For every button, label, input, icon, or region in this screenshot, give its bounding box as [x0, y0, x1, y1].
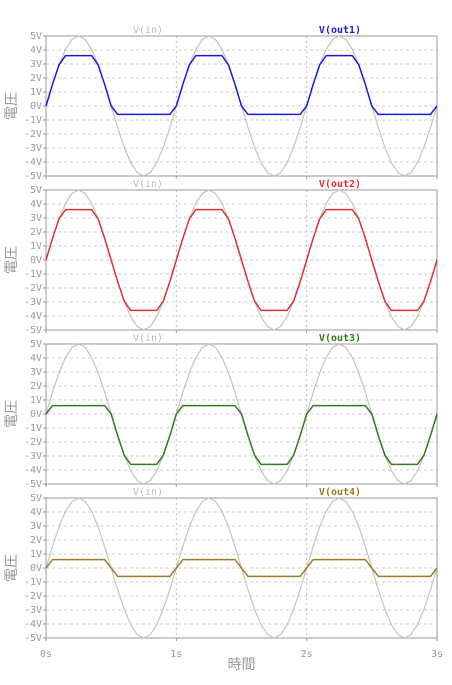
legend-label: V(in) [133, 487, 163, 498]
y-tick-label: 3V [30, 521, 42, 532]
y-tick-label: -4V [24, 465, 42, 476]
y-axis-label: 電圧 [4, 554, 20, 582]
y-tick-label: -3V [24, 297, 42, 308]
y-tick-label: 0V [30, 101, 42, 112]
y-tick-label: -2V [24, 591, 42, 602]
x-tick-label: 2s [301, 649, 313, 660]
y-tick-label: -4V [24, 311, 42, 322]
y-tick-label: 0V [30, 563, 42, 574]
y-tick-label: -2V [24, 129, 42, 140]
y-tick-label: -4V [24, 619, 42, 630]
y-tick-label: -5V [24, 171, 42, 182]
x-tick-label: 1s [170, 649, 182, 660]
y-tick-label: -5V [24, 633, 42, 644]
y-tick-label: 5V [30, 31, 42, 42]
y-tick-label: -2V [24, 437, 42, 448]
y-tick-label: 2V [30, 73, 42, 84]
y-tick-label: -5V [24, 479, 42, 490]
series-line [45, 558, 438, 578]
series-line [45, 208, 438, 312]
y-axis-label: 電圧 [4, 400, 20, 428]
y-tick-label: 3V [30, 213, 42, 224]
y-tick-label: 5V [30, 493, 42, 504]
y-tick-label: 0V [30, 255, 42, 266]
y-tick-label: -3V [24, 605, 42, 616]
y-tick-label: -1V [24, 115, 42, 126]
y-tick-label: -1V [24, 423, 42, 434]
y-tick-label: -3V [24, 451, 42, 462]
y-axis-label: 電圧 [4, 246, 20, 274]
y-tick-label: 4V [30, 199, 42, 210]
legend-label: V(out2) [319, 179, 361, 190]
y-tick-label: 3V [30, 367, 42, 378]
y-tick-label: -3V [24, 143, 42, 154]
series-line [45, 54, 438, 116]
series-line [45, 404, 438, 466]
x-tick-label: 3s [431, 649, 443, 660]
y-tick-label: -2V [24, 283, 42, 294]
y-tick-label: -1V [24, 577, 42, 588]
y-tick-label: 1V [30, 87, 42, 98]
y-tick-label: 4V [30, 353, 42, 364]
legend-label: V(out3) [319, 333, 361, 344]
y-tick-label: -1V [24, 269, 42, 280]
y-tick-label: 2V [30, 227, 42, 238]
y-axis-label: 電圧 [4, 92, 20, 120]
legend-label: V(in) [133, 179, 163, 190]
legend-label: V(out1) [319, 25, 361, 36]
x-tick-label: 0s [40, 649, 52, 660]
legend-label: V(out4) [319, 487, 361, 498]
legend-label: V(in) [133, 25, 163, 36]
legend-label: V(in) [133, 333, 163, 344]
y-tick-label: 4V [30, 507, 42, 518]
y-tick-label: 5V [30, 185, 42, 196]
y-tick-label: 5V [30, 339, 42, 350]
y-tick-label: 4V [30, 45, 42, 56]
y-tick-label: 2V [30, 381, 42, 392]
y-tick-label: 3V [30, 59, 42, 70]
y-tick-label: 1V [30, 395, 42, 406]
y-tick-label: -4V [24, 157, 42, 168]
y-tick-label: 1V [30, 241, 42, 252]
y-tick-label: 1V [30, 549, 42, 560]
y-tick-label: 2V [30, 535, 42, 546]
y-tick-label: -5V [24, 325, 42, 336]
x-axis-label: 時間 [228, 657, 256, 673]
y-tick-label: 0V [30, 409, 42, 420]
